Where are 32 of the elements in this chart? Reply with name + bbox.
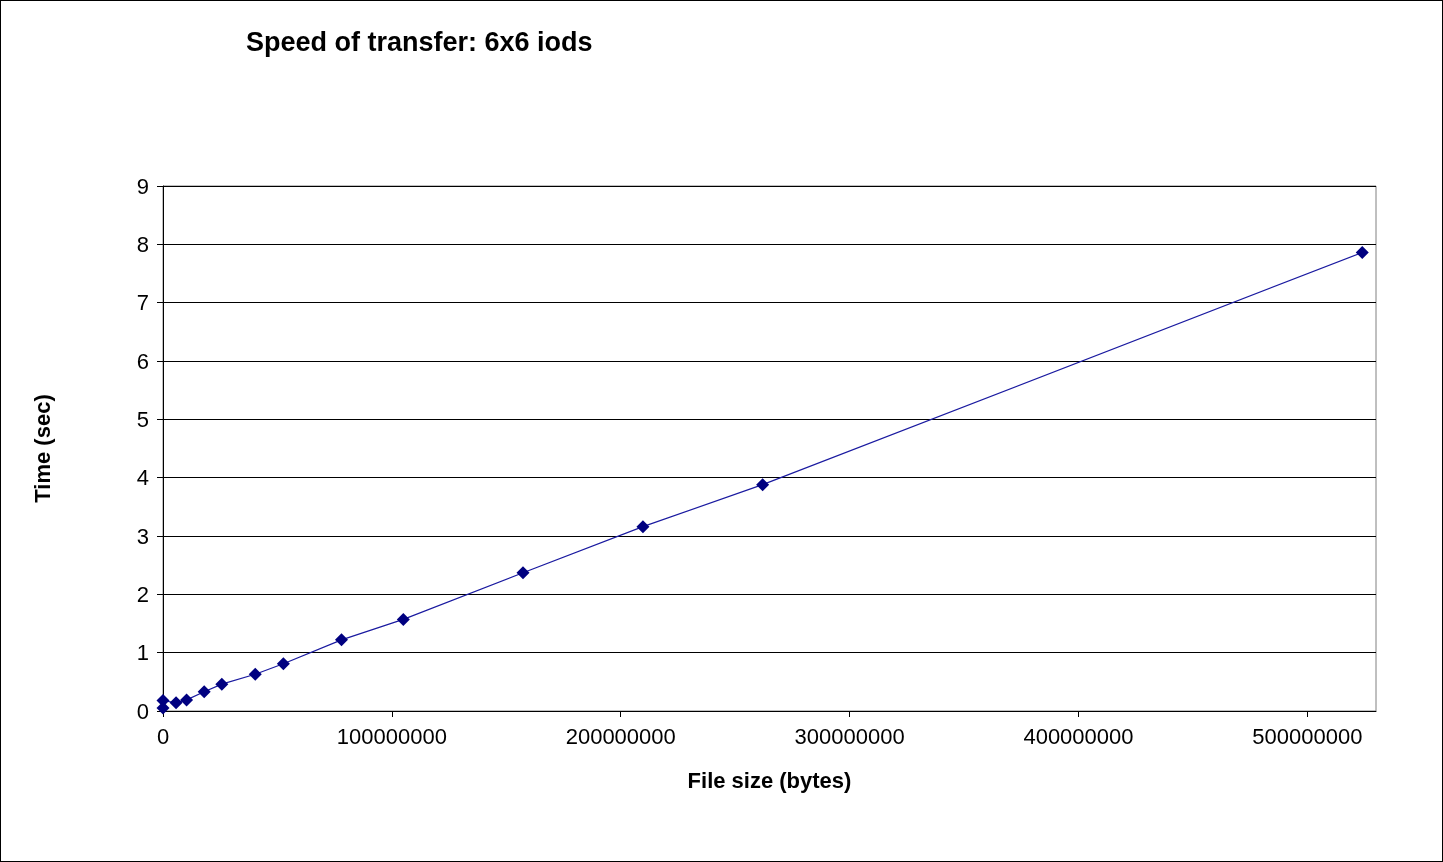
- point: [276, 657, 290, 671]
- y-tick-label: 1: [136, 640, 149, 666]
- x-tick-label: 300000000: [794, 723, 905, 749]
- point: [335, 633, 349, 647]
- y-tick-label: 5: [136, 406, 149, 432]
- y-tick-label: 7: [136, 290, 149, 316]
- x-tick-label: 0: [156, 723, 170, 749]
- point: [169, 696, 183, 710]
- x-axis-title: File size (bytes): [687, 767, 852, 793]
- y-tick-label: 6: [136, 348, 149, 374]
- y-tick-label: 4: [136, 465, 149, 491]
- point: [215, 677, 229, 691]
- point: [396, 612, 410, 626]
- point: [1355, 246, 1369, 259]
- point: [248, 667, 262, 681]
- point: [756, 478, 770, 492]
- point: [156, 694, 170, 707]
- x-tick-label: 500000000: [1252, 723, 1363, 749]
- x-tick-label: 400000000: [1023, 723, 1134, 749]
- y-axis-title: Time (sec): [29, 394, 55, 503]
- chart-title: Speed of transfer: 6x6 iods: [246, 26, 593, 57]
- y-tick-label: 9: [136, 173, 149, 199]
- point: [197, 685, 211, 699]
- y-tick-label: 8: [136, 231, 149, 257]
- point: [180, 693, 194, 707]
- point: [636, 520, 650, 534]
- y-tick-label: 0: [136, 698, 149, 724]
- y-tick-label: 3: [136, 523, 149, 549]
- x-tick-label: 100000000: [336, 723, 447, 749]
- point: [516, 566, 530, 580]
- x-tick-label: 200000000: [565, 723, 676, 749]
- y-tick-label: 2: [136, 581, 149, 607]
